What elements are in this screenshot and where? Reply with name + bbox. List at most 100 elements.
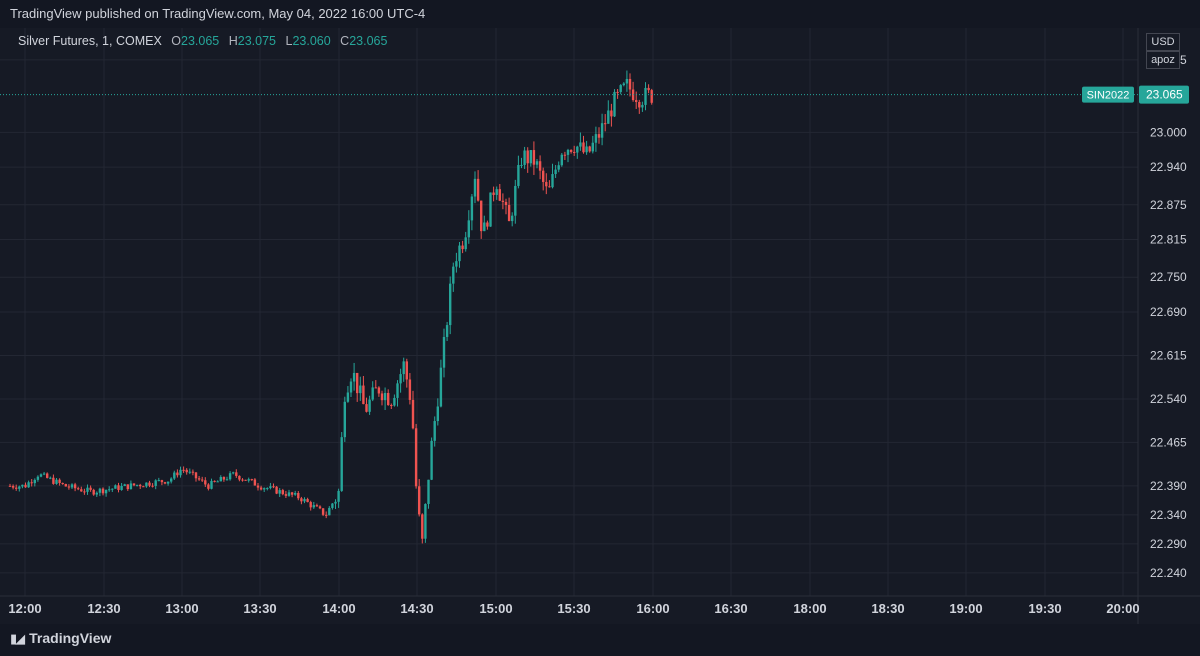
candle-body bbox=[383, 392, 387, 401]
candle-body bbox=[104, 489, 108, 494]
candle-body bbox=[117, 485, 120, 490]
candle-body bbox=[86, 487, 89, 492]
last-price-label: 23.065 bbox=[1146, 88, 1183, 102]
time-tick-label: 16:00 bbox=[636, 601, 669, 616]
candle-body bbox=[272, 486, 275, 488]
chart-frame[interactable] bbox=[0, 28, 1200, 624]
candle-body bbox=[650, 90, 653, 103]
high-key: H bbox=[228, 34, 238, 48]
candle-body bbox=[309, 502, 312, 508]
candle-body bbox=[312, 505, 315, 508]
candle-body bbox=[582, 142, 585, 153]
candle-body bbox=[197, 478, 201, 480]
price-tick-label: 22.465 bbox=[1150, 435, 1187, 449]
candle-body bbox=[480, 200, 483, 232]
candle-body bbox=[213, 480, 216, 482]
candle-body bbox=[228, 473, 232, 480]
candle-body bbox=[188, 471, 191, 473]
candle-body bbox=[194, 472, 198, 479]
time-tick-label: 15:00 bbox=[479, 601, 512, 616]
publish-info: TradingView published on TradingView.com… bbox=[10, 6, 426, 21]
candle-body bbox=[182, 469, 185, 471]
candle-body bbox=[64, 484, 67, 487]
candle-body bbox=[408, 379, 412, 400]
candle-body bbox=[545, 181, 548, 187]
candle-body bbox=[343, 401, 346, 438]
candle-body bbox=[529, 150, 532, 164]
time-tick-label: 19:30 bbox=[1028, 601, 1061, 616]
candle-body bbox=[625, 78, 629, 84]
candle-body bbox=[275, 486, 278, 494]
symbol-tag-label: SIN2022 bbox=[1087, 90, 1130, 102]
time-tick-label: 19:00 bbox=[949, 601, 982, 616]
candle-body bbox=[380, 393, 384, 401]
candle-body bbox=[328, 507, 331, 516]
candle-body bbox=[452, 266, 455, 284]
candle-body bbox=[39, 474, 43, 477]
candle-body bbox=[166, 481, 170, 484]
candle-body bbox=[473, 178, 477, 197]
candle-body bbox=[173, 472, 176, 479]
unit-button[interactable]: apoz bbox=[1146, 51, 1180, 69]
candle-body bbox=[616, 91, 619, 93]
brand-label: TradingView bbox=[29, 630, 112, 646]
candle-body bbox=[557, 165, 560, 170]
time-tick-label: 18:00 bbox=[793, 601, 826, 616]
candle-body bbox=[641, 104, 644, 108]
candle-body bbox=[483, 222, 486, 232]
header-bar: TradingView published on TradingView.com… bbox=[0, 0, 1200, 28]
candle-body bbox=[371, 387, 374, 400]
candle-body bbox=[238, 475, 241, 480]
candle-body bbox=[356, 372, 359, 394]
candle-body bbox=[628, 78, 632, 90]
candle-body bbox=[501, 200, 505, 202]
candle-body bbox=[554, 169, 557, 175]
candle-body bbox=[185, 469, 188, 473]
candle-body bbox=[393, 397, 396, 406]
candle-body bbox=[108, 489, 111, 491]
candle-body bbox=[526, 150, 529, 164]
candle-body bbox=[349, 381, 353, 393]
price-tick-label: 22.875 bbox=[1150, 198, 1187, 212]
candle-body bbox=[337, 490, 340, 502]
price-tick-label: 23.000 bbox=[1150, 125, 1187, 139]
currency-button[interactable]: USD bbox=[1146, 33, 1180, 51]
candle-body bbox=[219, 476, 222, 482]
candle-body bbox=[566, 149, 570, 155]
candle-body bbox=[201, 479, 204, 481]
candle-body bbox=[92, 489, 95, 495]
close-key: C bbox=[340, 34, 350, 48]
candle-body bbox=[455, 261, 458, 267]
symbol-legend: Silver Futures, 1, COMEX O23.065 H23.075… bbox=[18, 34, 387, 48]
candle-body bbox=[436, 406, 439, 422]
candle-body bbox=[458, 245, 461, 262]
candle-body bbox=[421, 514, 424, 539]
candle-body bbox=[297, 492, 300, 499]
candle-body bbox=[340, 437, 343, 491]
candles bbox=[8, 70, 653, 544]
time-tick-label: 15:30 bbox=[557, 601, 590, 616]
candle-body bbox=[176, 472, 179, 476]
candle-body bbox=[191, 471, 195, 473]
candle-body bbox=[266, 488, 269, 490]
candle-body bbox=[135, 484, 139, 486]
candle-body bbox=[250, 479, 253, 481]
candle-body bbox=[507, 204, 511, 222]
candle-body bbox=[542, 170, 545, 182]
tradingview-logo[interactable]: ▮◢ TradingView bbox=[10, 630, 111, 647]
price-tick-label: 22.240 bbox=[1150, 566, 1187, 580]
candle-body bbox=[622, 83, 625, 86]
candle-body bbox=[647, 87, 650, 91]
candle-body bbox=[210, 480, 213, 489]
close-value: 23.065 bbox=[349, 34, 388, 48]
candle-body bbox=[520, 164, 523, 166]
candle-body bbox=[281, 490, 284, 495]
time-tick-label: 14:30 bbox=[400, 601, 433, 616]
candle-body bbox=[362, 385, 365, 405]
candle-body bbox=[579, 142, 582, 147]
candle-body bbox=[591, 142, 594, 152]
candle-body bbox=[132, 483, 136, 486]
candle-body bbox=[374, 387, 377, 389]
price-tick-label: 22.540 bbox=[1150, 392, 1187, 406]
